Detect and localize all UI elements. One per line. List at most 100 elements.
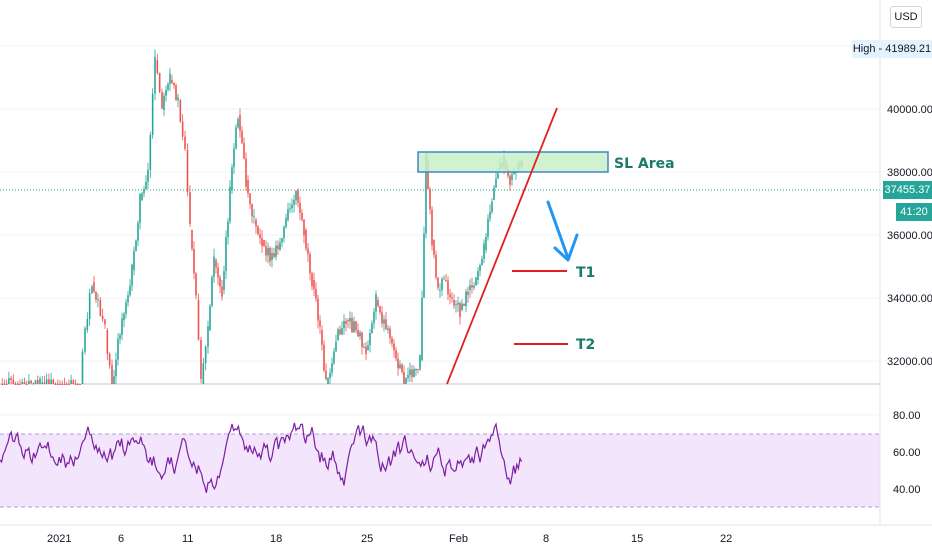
- candle-body: [235, 127, 237, 149]
- candle-body: [481, 258, 483, 266]
- candle-body: [181, 121, 184, 137]
- candle-body: [241, 130, 243, 144]
- candle-body: [215, 260, 217, 268]
- candle-body: [129, 285, 131, 296]
- down-arrow-icon: [546, 200, 579, 262]
- candle-body: [459, 302, 461, 317]
- candle-body: [154, 56, 156, 94]
- candle-body: [345, 320, 347, 324]
- time-axis-labels: 2021 6 11 18 25 Feb 8 15 22: [47, 533, 732, 545]
- candle-body: [65, 384, 68, 385]
- candle-body: [202, 363, 205, 384]
- candle-body: [158, 72, 161, 93]
- candle-body: [417, 369, 419, 371]
- candle-body: [435, 254, 437, 278]
- candle-body: [61, 384, 64, 385]
- candle-body: [301, 212, 303, 220]
- candle-body: [43, 382, 46, 384]
- candle-body: [413, 369, 415, 378]
- candle-body: [50, 379, 52, 384]
- candle-body: [88, 293, 91, 319]
- candle-body: [409, 369, 411, 375]
- candle-body: [213, 256, 215, 278]
- candle-body: [367, 345, 369, 350]
- candle-body: [337, 329, 339, 340]
- candles: [1, 49, 523, 385]
- candle-body: [415, 369, 417, 371]
- candle-body: [513, 172, 515, 175]
- candle-body: [493, 187, 495, 200]
- price-axis-labels: 40000.00 38000.00 36000.00 34000.00 3200…: [887, 104, 932, 496]
- price-tick: 40000.00: [887, 104, 932, 116]
- candle-body: [427, 160, 429, 189]
- candle-body: [293, 200, 295, 205]
- candle-body: [137, 222, 139, 241]
- candle-body: [455, 304, 457, 306]
- candle-body: [457, 302, 459, 305]
- candle-body: [313, 280, 315, 289]
- time-tick: 15: [631, 533, 643, 545]
- candle-body: [145, 181, 147, 190]
- rsi-tick: 80.00: [893, 410, 921, 422]
- candle-body: [39, 378, 41, 384]
- time-tick: 8: [543, 533, 549, 545]
- candle-body: [227, 221, 229, 238]
- candle-body: [93, 282, 95, 292]
- time-tick: 22: [720, 533, 732, 545]
- candle-body: [267, 248, 269, 256]
- candle-body: [361, 332, 363, 348]
- currency-button[interactable]: USD: [890, 6, 922, 28]
- candle-body: [475, 277, 477, 286]
- candle-body: [473, 285, 475, 288]
- candle-body: [391, 338, 393, 344]
- candle-body: [325, 370, 327, 380]
- rsi-band: [0, 434, 880, 507]
- candle-body: [143, 189, 145, 194]
- candle-body: [106, 330, 109, 355]
- candle-body: [305, 230, 307, 249]
- candle-body: [131, 264, 133, 286]
- candle-body: [12, 379, 15, 384]
- sl-area-box[interactable]: [417, 151, 609, 173]
- price-tick: 34000.00: [887, 293, 932, 305]
- candle-body: [381, 312, 383, 324]
- candle-body: [287, 209, 289, 220]
- candle-body: [323, 344, 325, 371]
- candle-body: [329, 372, 331, 379]
- candle-body: [363, 346, 365, 348]
- candle-body: [385, 319, 387, 330]
- candle-body: [5, 384, 8, 385]
- candle-body: [141, 193, 143, 200]
- candle-body: [32, 383, 35, 385]
- candle-body: [303, 219, 305, 236]
- candle-body: [445, 280, 447, 281]
- time-tick: 18: [270, 533, 282, 545]
- candle-body: [111, 365, 113, 384]
- candle-body: [97, 299, 99, 301]
- candle-body: [139, 193, 141, 223]
- candle-body: [123, 313, 125, 320]
- candle-body: [76, 384, 79, 385]
- candle-body: [41, 382, 44, 384]
- candle-body: [79, 384, 81, 385]
- time-tick: 2021: [47, 533, 71, 545]
- candle-body: [68, 384, 70, 385]
- candle-body: [231, 167, 233, 190]
- candle-body: [439, 289, 441, 291]
- last-price-tag: 37455.37: [883, 181, 932, 199]
- candle-body: [52, 379, 55, 384]
- candle-body: [108, 354, 111, 366]
- trendline[interactable]: [446, 107, 558, 385]
- candle-body: [485, 236, 487, 250]
- candle-body: [383, 319, 385, 324]
- candle-body: [355, 321, 357, 331]
- candle-body: [423, 233, 425, 298]
- high-price-label: High - 41989.21: [852, 40, 932, 58]
- candle-body: [56, 384, 59, 385]
- candle-body: [341, 328, 343, 335]
- candle-body: [8, 378, 10, 384]
- candle-body: [467, 291, 469, 296]
- candle-body: [163, 95, 165, 110]
- candle-body: [225, 237, 227, 272]
